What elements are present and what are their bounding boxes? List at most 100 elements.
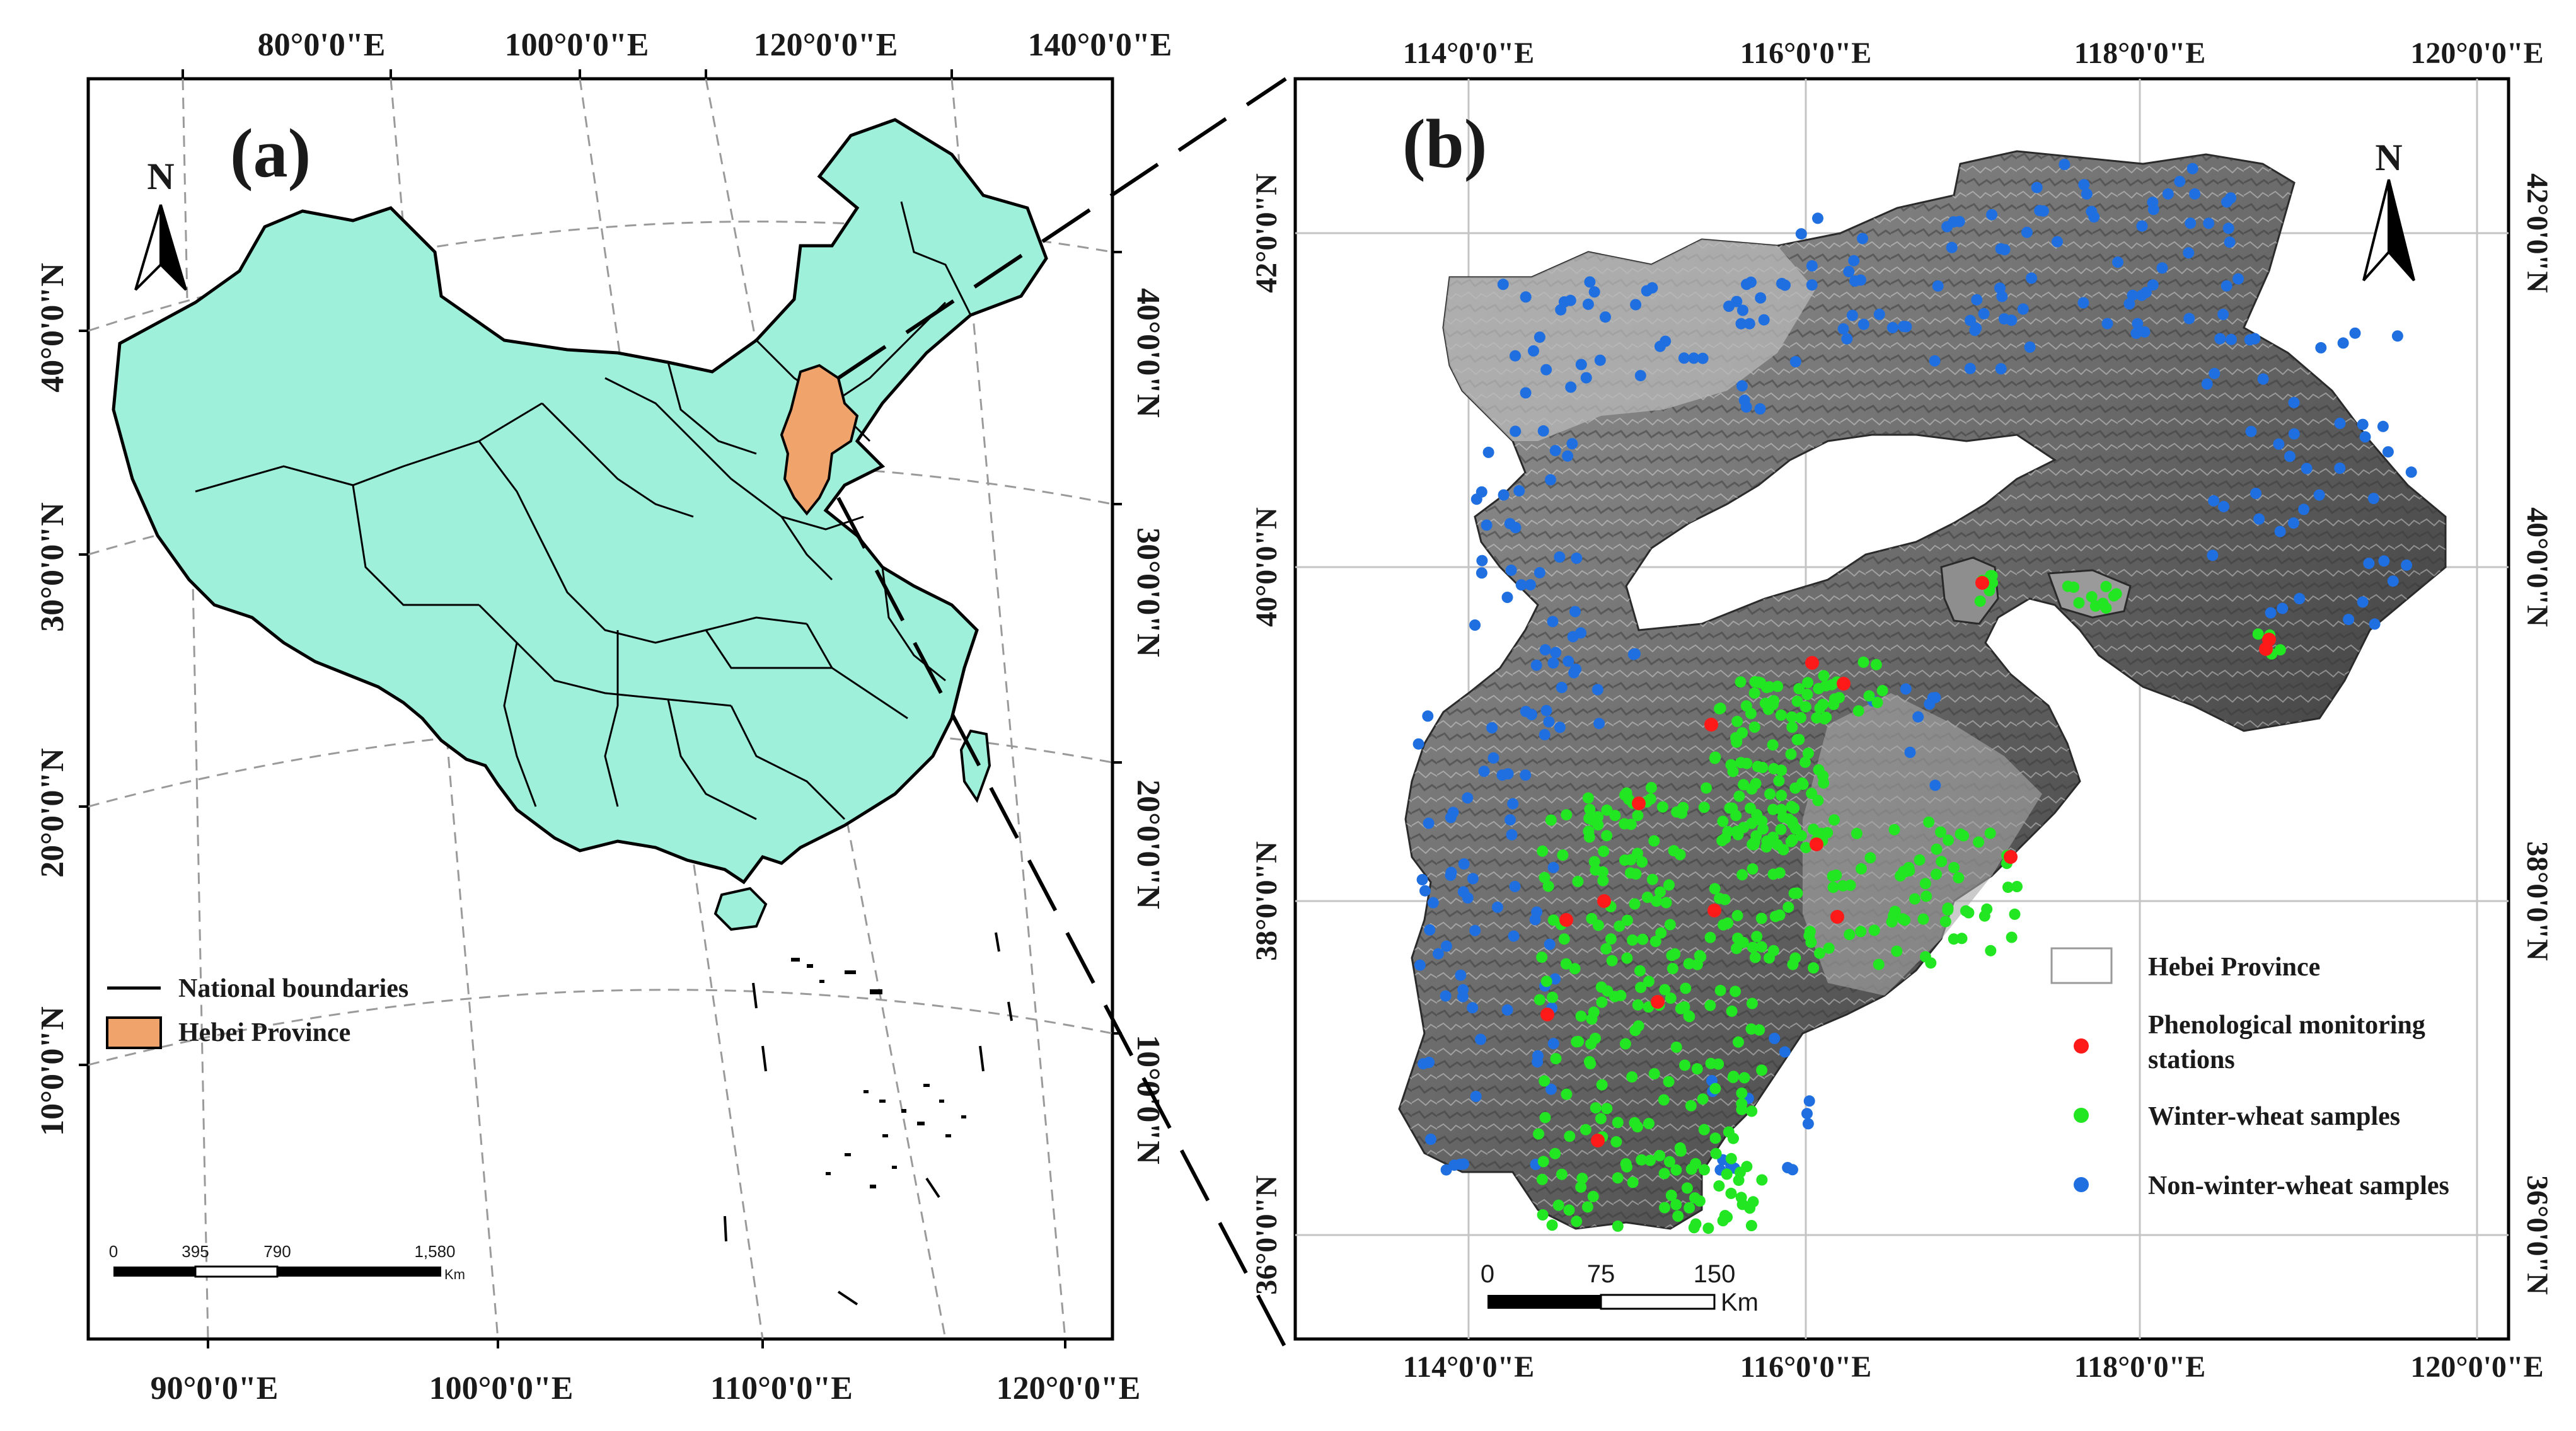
non-winter-wheat-point-85 bbox=[2136, 220, 2148, 232]
winter-wheat-point-145 bbox=[1691, 1063, 1703, 1075]
non-winter-wheat-point-223 bbox=[1423, 817, 1435, 829]
winter-wheat-point-132 bbox=[1632, 999, 1644, 1011]
winter-wheat-point-275 bbox=[1606, 955, 1618, 967]
winter-wheat-point-335 bbox=[1595, 981, 1607, 993]
winter-wheat-point-280 bbox=[1678, 1001, 1690, 1013]
non-winter-wheat-point-182 bbox=[1469, 619, 1481, 631]
non-winter-wheat-point-131 bbox=[2244, 334, 2256, 346]
winter-wheat-point-91 bbox=[1806, 788, 1818, 800]
winter-wheat-point-336 bbox=[1683, 1010, 1695, 1022]
non-winter-wheat-point-156 bbox=[2208, 495, 2220, 507]
non-winter-wheat-point-87 bbox=[2078, 179, 2090, 191]
panel-b-right-lat-labels: 42°0'0"N 40°0'0"N 38°0'0"N 36°0'0"N bbox=[2521, 173, 2554, 1295]
winter-wheat-point-212 bbox=[1625, 854, 1637, 866]
winter-wheat-point-266 bbox=[1564, 1130, 1576, 1142]
winter-wheat-point-154 bbox=[1659, 984, 1671, 996]
winter-wheat-point-307 bbox=[1601, 804, 1613, 816]
non-winter-wheat-point-102 bbox=[2232, 273, 2244, 285]
winter-wheat-point-397 bbox=[1787, 834, 1798, 846]
winter-wheat-point-262 bbox=[1644, 1154, 1656, 1166]
non-winter-wheat-point-289 bbox=[2343, 614, 2355, 626]
plateau-region bbox=[1443, 239, 1815, 441]
winter-wheat-point-218 bbox=[1539, 871, 1551, 883]
winter-wheat-point-95 bbox=[1755, 677, 1767, 689]
non-winter-wheat-point-158 bbox=[2391, 330, 2403, 342]
winter-wheat-point-215 bbox=[1600, 943, 1612, 955]
winter-wheat-point-217 bbox=[1755, 912, 1767, 924]
winter-wheat-point-418 bbox=[1939, 916, 1951, 928]
phenological-station-point-8 bbox=[1597, 894, 1611, 908]
phenological-station-point-7 bbox=[2004, 850, 2018, 864]
panel-b-left-lat-2: 38°0'0"N bbox=[1250, 841, 1283, 961]
winter-wheat-point-136 bbox=[1533, 1128, 1545, 1140]
winter-wheat-point-233 bbox=[1556, 1168, 1568, 1180]
winter-wheat-point-240 bbox=[1713, 1180, 1725, 1192]
panel-a-top-lon-labels: 80°0'0"E 100°0'0"E 120°0'0"E 140°0'0"E bbox=[258, 27, 1172, 63]
winter-wheat-point-279 bbox=[1674, 849, 1686, 861]
non-winter-wheat-point-68 bbox=[1848, 255, 1860, 267]
non-winter-wheat-point-228 bbox=[1432, 948, 1444, 960]
non-winter-wheat-point-249 bbox=[1457, 991, 1469, 1003]
winter-wheat-point-332 bbox=[1620, 787, 1632, 799]
winter-wheat-point-269 bbox=[1615, 989, 1627, 1001]
winter-wheat-point-85 bbox=[1764, 681, 1776, 693]
winter-wheat-point-162 bbox=[1601, 1103, 1613, 1115]
non-winter-wheat-point-17 bbox=[1741, 279, 1752, 290]
winter-wheat-point-219 bbox=[1637, 933, 1649, 945]
winter-wheat-point-4 bbox=[1791, 695, 1803, 707]
non-winter-wheat-point-16 bbox=[1754, 403, 1766, 415]
winter-wheat-point-191 bbox=[1699, 1164, 1710, 1176]
non-winter-wheat-point-235 bbox=[1457, 886, 1469, 898]
panel-a-scale-unit: Km bbox=[444, 1267, 465, 1282]
winter-wheat-point-88 bbox=[1738, 822, 1750, 834]
non-winter-wheat-point-118 bbox=[2189, 188, 2201, 200]
non-winter-wheat-point-138 bbox=[2287, 517, 2299, 529]
non-winter-wheat-point-45 bbox=[1971, 294, 1983, 306]
winter-wheat-point-415 bbox=[1948, 861, 1960, 873]
non-winter-wheat-point-171 bbox=[1525, 579, 1536, 591]
phenological-station-point-9 bbox=[1559, 913, 1573, 927]
winter-wheat-point-256 bbox=[1701, 782, 1712, 794]
winter-wheat-point-184 bbox=[1736, 869, 1748, 881]
non-winter-wheat-point-34 bbox=[1533, 331, 1545, 343]
winter-wheat-point-54 bbox=[1799, 701, 1811, 713]
non-winter-wheat-point-121 bbox=[2174, 176, 2186, 187]
non-winter-wheat-point-57 bbox=[1964, 362, 1976, 374]
panel-b-hebei-map: N (b) Hebei Province Phenological monito… bbox=[1250, 37, 2554, 1384]
non-winter-wheat-point-78 bbox=[1837, 323, 1849, 335]
non-winter-wheat-point-99 bbox=[2139, 326, 2151, 338]
winter-wheat-point-103 bbox=[1820, 680, 1832, 692]
winter-wheat-point-409 bbox=[1936, 856, 1948, 868]
winter-wheat-point-338 bbox=[1624, 867, 1636, 879]
winter-wheat-point-455 bbox=[2089, 600, 2101, 612]
winter-wheat-point-317 bbox=[1659, 1202, 1670, 1214]
non-winter-wheat-point-11 bbox=[1737, 304, 1748, 316]
non-winter-wheat-point-13 bbox=[1575, 359, 1587, 371]
winter-wheat-point-405 bbox=[1914, 854, 1926, 866]
winter-wheat-point-288 bbox=[1605, 933, 1617, 945]
winter-wheat-point-75 bbox=[1727, 766, 1739, 778]
winter-wheat-point-271 bbox=[1619, 818, 1631, 830]
panel-a-bottom-lon-labels: 90°0'0"E 100°0'0"E 110°0'0"E 120°0'0"E bbox=[151, 1371, 1141, 1406]
non-winter-wheat-point-213 bbox=[1545, 1083, 1557, 1095]
non-winter-wheat-point-247 bbox=[1458, 1158, 1470, 1170]
winter-wheat-point-351 bbox=[1683, 958, 1695, 970]
non-winter-wheat-point-218 bbox=[1509, 880, 1521, 892]
winter-wheat-point-11 bbox=[1733, 790, 1745, 802]
winter-wheat-point-337 bbox=[1656, 801, 1668, 813]
non-winter-wheat-point-256 bbox=[1543, 716, 1555, 728]
winter-wheat-point-172 bbox=[1539, 1112, 1551, 1124]
non-winter-wheat-point-8 bbox=[1584, 276, 1596, 288]
winter-wheat-point-377 bbox=[1923, 816, 1935, 828]
non-winter-wheat-point-36 bbox=[1646, 282, 1658, 294]
non-winter-wheat-point-290 bbox=[2294, 593, 2306, 604]
non-winter-wheat-point-29 bbox=[1540, 364, 1552, 376]
winter-wheat-point-287 bbox=[1658, 1094, 1670, 1106]
legend-station-label-line2: stations bbox=[2148, 1045, 2235, 1074]
panel-b-bottom-lon-labels: 114°0'0"E 116°0'0"E 118°0'0"E 120°0'0"E bbox=[1403, 1350, 2544, 1384]
panel-a-north-label: N bbox=[147, 156, 174, 197]
hainan-island bbox=[713, 887, 768, 931]
non-winter-wheat-point-208 bbox=[1549, 973, 1561, 985]
non-winter-wheat-point-164 bbox=[1547, 616, 1559, 628]
legend-b-hebei-label: Hebei Province bbox=[2148, 953, 2320, 982]
